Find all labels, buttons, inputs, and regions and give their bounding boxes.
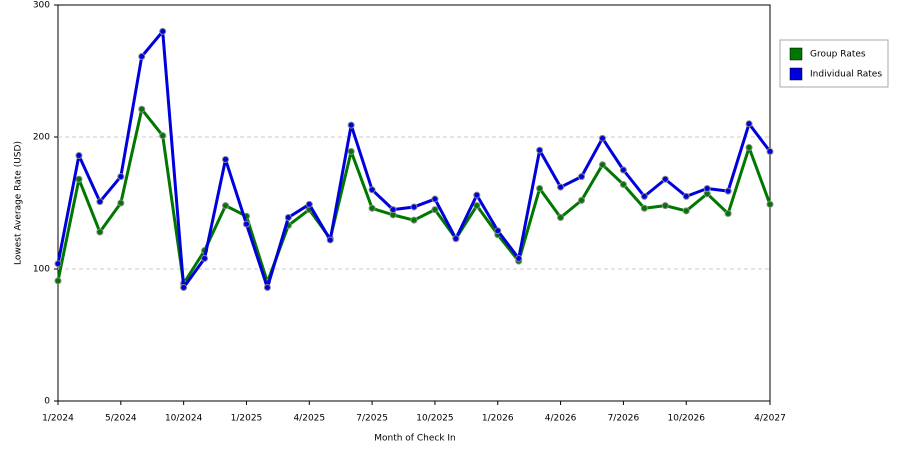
data-point: [536, 146, 544, 154]
x-tick-label: 5/2024: [105, 414, 137, 424]
y-axis-title: Lowest Average Rate (USD): [14, 141, 24, 265]
legend-swatch: [789, 47, 803, 61]
data-point: [410, 203, 418, 211]
x-tick-label: 10/2026: [668, 414, 706, 424]
data-point: [452, 235, 460, 243]
data-point: [598, 161, 606, 169]
data-point: [326, 236, 334, 244]
data-point: [347, 148, 355, 156]
data-point: [242, 220, 250, 228]
data-point: [159, 132, 167, 140]
data-point: [724, 187, 732, 195]
data-point: [368, 204, 376, 212]
y-tick-label: 300: [33, 1, 50, 11]
data-point: [682, 207, 690, 215]
data-point: [222, 155, 230, 163]
data-point: [682, 192, 690, 200]
x-tick-label: 1/2024: [42, 414, 74, 424]
data-point: [389, 206, 397, 214]
x-tick-label: 10/2024: [165, 414, 203, 424]
data-point: [201, 254, 209, 262]
data-point: [640, 204, 648, 212]
data-point: [557, 214, 565, 222]
data-point: [410, 216, 418, 224]
data-point: [54, 260, 62, 268]
data-point: [117, 173, 125, 181]
data-point: [640, 192, 648, 200]
data-point: [745, 120, 753, 128]
x-tick-label: 1/2026: [482, 414, 514, 424]
legend-swatch: [789, 67, 803, 81]
data-point: [96, 228, 104, 236]
data-point: [138, 105, 146, 113]
data-point: [494, 227, 502, 235]
legend-label: Individual Rates: [810, 70, 882, 80]
data-point: [578, 173, 586, 181]
data-point: [368, 186, 376, 194]
data-point: [75, 175, 83, 183]
data-point: [222, 202, 230, 210]
x-axis-title: Month of Check In: [374, 434, 456, 444]
x-tick-label: 4/2027: [754, 414, 786, 424]
x-tick-label: 1/2025: [231, 414, 263, 424]
data-point: [75, 151, 83, 159]
data-point: [473, 202, 481, 210]
data-point: [619, 181, 627, 189]
data-point: [661, 202, 669, 210]
data-point: [138, 52, 146, 60]
data-point: [117, 199, 125, 207]
data-point: [159, 27, 167, 35]
data-point: [619, 166, 627, 174]
data-point: [661, 175, 669, 183]
y-tick-label: 0: [44, 397, 50, 407]
data-point: [703, 184, 711, 192]
data-point: [598, 134, 606, 142]
data-point: [766, 148, 774, 156]
y-tick-label: 200: [33, 133, 50, 143]
data-point: [431, 195, 439, 203]
y-tick-label: 100: [33, 265, 50, 275]
data-point: [96, 198, 104, 206]
x-tick-label: 7/2026: [608, 414, 640, 424]
data-point: [766, 200, 774, 208]
data-point: [473, 191, 481, 199]
legend-label: Group Rates: [810, 50, 866, 60]
data-point: [724, 210, 732, 218]
x-tick-label: 4/2026: [545, 414, 577, 424]
data-point: [515, 254, 523, 262]
data-point: [536, 184, 544, 192]
data-point: [180, 283, 188, 291]
data-point: [263, 283, 271, 291]
data-point: [431, 206, 439, 214]
data-point: [347, 121, 355, 129]
data-point: [578, 196, 586, 204]
x-tick-label: 4/2025: [293, 414, 325, 424]
data-point: [745, 144, 753, 152]
data-point: [54, 277, 62, 285]
data-point: [305, 200, 313, 208]
x-tick-label: 7/2025: [356, 414, 388, 424]
data-point: [557, 183, 565, 191]
x-tick-label: 10/2025: [416, 414, 453, 424]
data-point: [284, 214, 292, 222]
